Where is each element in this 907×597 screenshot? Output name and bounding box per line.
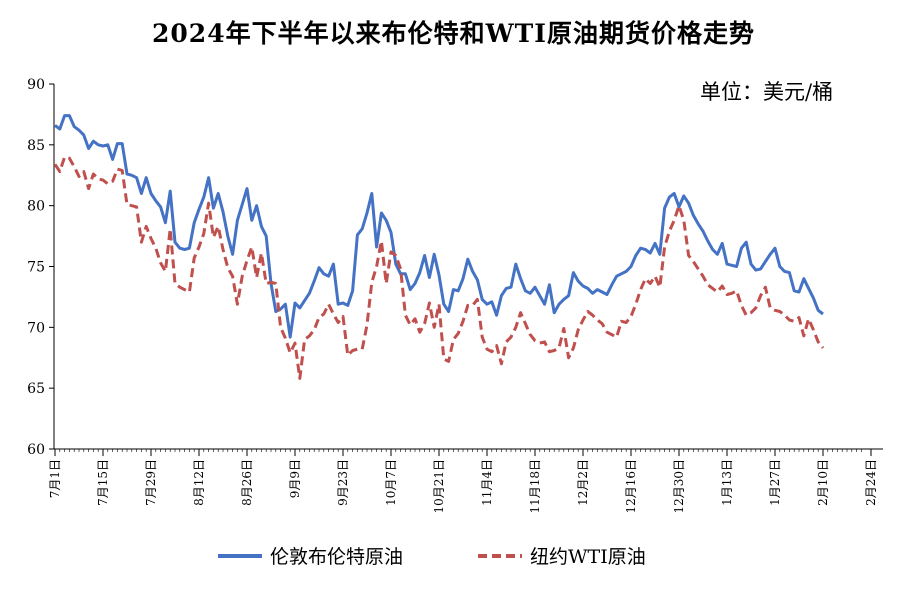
y-tick-label: 60 [27,442,45,458]
x-tick-label: 11月4日 [480,459,494,506]
chart-title: 2024年下半年以来布伦特和WTI原油期货价格走势 [152,19,755,48]
x-tick-label: 1月27日 [768,459,782,506]
y-tick-label: 80 [27,199,45,215]
x-tick-label: 8月26日 [240,459,254,506]
x-tick-label: 12月30日 [672,459,686,514]
x-tick-label: 9月9日 [288,459,302,498]
legend-item-wti: 纽约WTI原油 [478,542,646,569]
series-line-wti [53,155,825,380]
y-tick-label: 85 [27,138,45,154]
unit-label: 单位：美元/桶 [700,80,834,104]
legend-swatch-wti [478,553,522,558]
y-tick-label: 90 [27,77,45,93]
x-tick-label: 12月2日 [576,459,590,506]
y-tick-label: 65 [27,381,45,397]
x-tick-label: 7月15日 [96,459,110,506]
legend-item-brent: 伦敦布伦特原油 [218,542,403,569]
x-tick-label: 10月21日 [432,459,446,514]
legend-label-brent: 伦敦布伦特原油 [270,546,404,568]
x-tick-label: 12月16日 [624,459,638,514]
legend-label-wti: 纽约WTI原油 [530,546,646,568]
axes [49,83,883,456]
x-tick-label: 7月29日 [144,459,158,506]
x-tick-label: 8月12日 [192,459,206,506]
x-tick-label: 10月7日 [384,459,398,506]
tick-labels: 60 65 70 75 80 85 90 7月1日 7月15日 7月29日 8月12日 8月26日 9月… [27,77,878,514]
x-tick-label: 1月13日 [720,459,734,506]
y-tick-label: 70 [27,320,45,336]
y-tick-label: 75 [27,260,45,276]
series-line-brent [54,114,824,339]
series-layer [53,114,825,380]
legend-swatch-brent [218,553,262,558]
x-tick-label: 9月23日 [336,459,350,506]
x-tick-label: 2月10日 [816,459,830,506]
x-tick-label: 7月1日 [48,459,62,498]
x-tick-label: 2月24日 [864,459,878,506]
x-tick-label: 11月18日 [528,459,542,514]
